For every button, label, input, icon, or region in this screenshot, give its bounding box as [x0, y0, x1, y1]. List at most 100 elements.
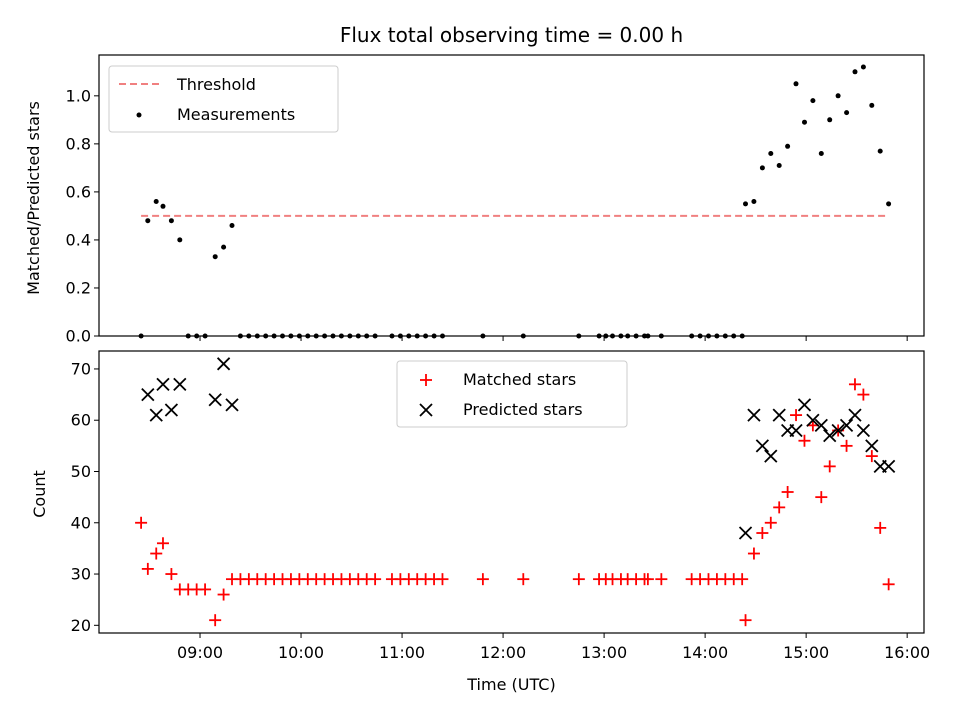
predicted-point — [856, 423, 871, 438]
x-tick-label: 09:00 — [177, 643, 223, 662]
predicted-point — [149, 408, 163, 422]
measurement-point — [229, 223, 235, 228]
predicted-point — [164, 403, 179, 417]
predicted-point — [764, 449, 778, 463]
top-y-tick-label: 1.0 — [66, 86, 91, 105]
measurement-point — [886, 201, 892, 207]
x-tick-label: 16:00 — [884, 643, 930, 662]
bottom-legend: Matched stars Predicted stars — [396, 360, 628, 428]
predicted-point — [789, 423, 803, 438]
bottom-y-axis-label: Count — [30, 470, 49, 518]
top-y-tick-label: 0.4 — [66, 230, 91, 249]
legend-predicted-swatch — [419, 403, 433, 417]
matched-point — [150, 547, 163, 560]
predicted-point — [831, 423, 845, 438]
measurement-point — [810, 98, 816, 104]
bottom-y-tick-label: 70 — [71, 359, 91, 378]
matched-point — [781, 486, 794, 498]
matched-point — [517, 573, 530, 586]
measurement-point — [160, 203, 166, 209]
matched-point — [655, 573, 668, 586]
measurement-point — [835, 93, 841, 99]
predicted-point — [216, 357, 231, 371]
matched-point — [572, 573, 585, 586]
matched-point — [874, 521, 887, 534]
bottom-y-tick-label: 40 — [71, 513, 91, 532]
top-axes: 0.0 0.2 0.4 0.6 0.8 1.0 — [66, 54, 925, 346]
matched-point — [141, 562, 154, 575]
x-axis-label: Time (UTC) — [466, 675, 555, 694]
predicted-point — [797, 398, 812, 412]
measurement-point — [221, 244, 227, 250]
legend-matched-swatch — [420, 374, 432, 386]
measurement-point — [759, 165, 765, 171]
bottom-y-tick-label: 60 — [71, 411, 91, 430]
predicted-point — [225, 398, 239, 412]
matched-point — [764, 516, 777, 529]
legend-measurements-label: Measurements — [177, 105, 295, 124]
predicted-point — [839, 418, 854, 432]
measurement-point — [802, 119, 807, 125]
predicted-point — [141, 387, 155, 402]
matched-point — [857, 388, 870, 401]
top-axes-frame — [98, 54, 925, 337]
predicted-point — [208, 393, 222, 407]
matched-point — [848, 378, 861, 391]
predicted-point — [738, 526, 753, 540]
predicted-point — [848, 408, 862, 422]
top-y-axis-label: Matched/Predicted stars — [24, 101, 43, 295]
measurement-point — [869, 102, 875, 108]
measurement-point — [818, 151, 824, 156]
matched-point — [156, 537, 169, 550]
predicted-point — [882, 459, 896, 474]
chart-title: Flux total observing time = 0.00 h — [340, 23, 683, 47]
matched-point — [436, 573, 449, 586]
measurement-point — [768, 151, 774, 156]
top-y-tick-label: 0.0 — [66, 327, 91, 346]
legend-measurements-swatch — [136, 112, 142, 118]
predicted-point — [865, 439, 879, 453]
measurement-point — [793, 81, 799, 87]
matched-point — [199, 583, 212, 596]
bottom-y-tick-label: 20 — [71, 616, 91, 635]
matched-point — [815, 491, 828, 504]
matched-point — [135, 516, 148, 529]
measurement-point — [776, 163, 782, 168]
matched-point — [882, 578, 895, 591]
top-y-tick-label: 0.8 — [66, 134, 91, 153]
matched-point — [865, 450, 878, 463]
measurement-point — [751, 199, 757, 204]
top-y-tick-label: 0.2 — [66, 278, 91, 297]
x-tick-label: 15:00 — [783, 643, 829, 662]
measurement-point — [212, 254, 218, 260]
matched-point — [790, 409, 803, 422]
predicted-point — [755, 439, 770, 453]
measurement-point — [177, 237, 183, 243]
legend-threshold-label: Threshold — [176, 75, 256, 94]
x-tick-label: 12:00 — [480, 643, 526, 662]
x-tick-label: 11:00 — [379, 643, 425, 662]
matched-point — [736, 573, 749, 586]
matched-point — [756, 527, 769, 540]
measurement-point — [860, 64, 866, 70]
measurement-point — [844, 110, 850, 116]
predicted-point — [806, 413, 820, 427]
matched-point — [747, 547, 760, 560]
bottom-y-tick-label: 50 — [71, 462, 91, 481]
matched-point — [773, 501, 786, 514]
measurement-point — [153, 199, 159, 204]
bottom-axes: 20 30 40 50 60 70 09:00 10:00 11:00 12:00 13:00 14:… — [71, 350, 930, 662]
measurement-point — [852, 69, 858, 75]
matched-point — [209, 614, 222, 627]
measurement-point — [785, 143, 791, 149]
measurement-point — [168, 218, 174, 224]
predicted-point — [156, 377, 170, 391]
predicted-point — [173, 377, 187, 391]
matched-point — [823, 460, 836, 473]
matched-point — [798, 434, 811, 447]
matched-point — [840, 439, 853, 452]
predicted-point — [772, 408, 786, 422]
top-legend: Threshold Measurements — [108, 65, 339, 133]
measurement-point — [145, 218, 151, 224]
measurement-point — [743, 201, 748, 207]
